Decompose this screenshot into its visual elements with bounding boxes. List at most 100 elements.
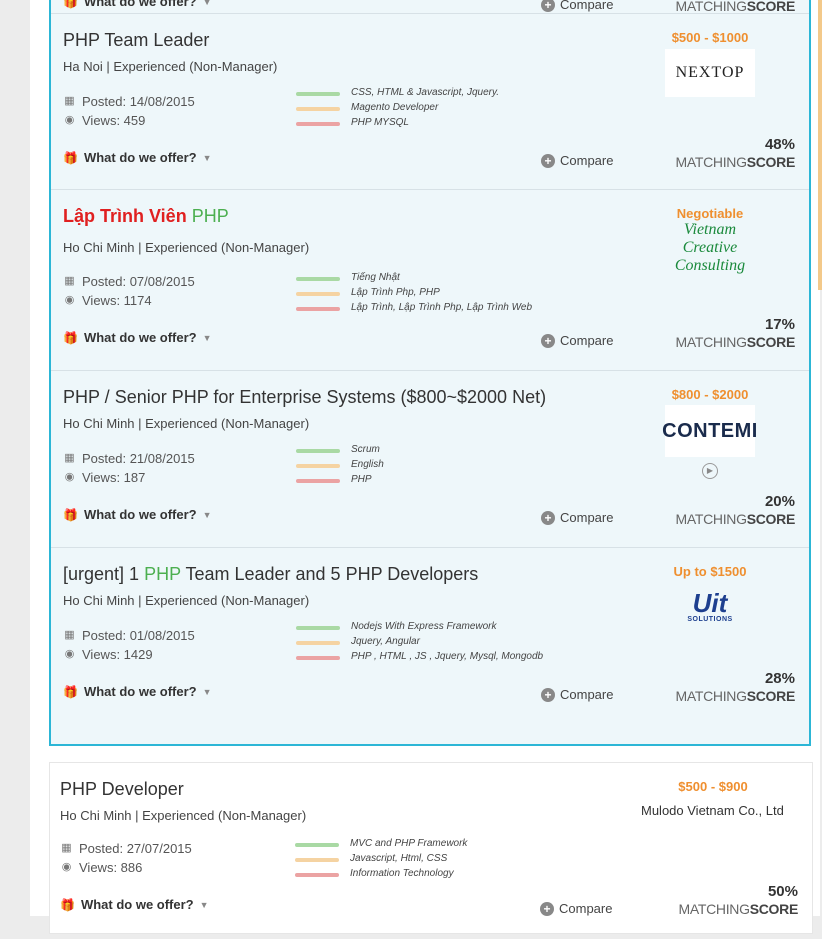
salary: Negotiable xyxy=(676,206,744,221)
job-title[interactable]: PHP Team Leader xyxy=(63,30,209,51)
posted-date: ▦ Posted: 14/08/2015 xyxy=(63,94,195,109)
job-title-text: Lập Trình Viên xyxy=(63,206,187,226)
skill-text: Magento Developer xyxy=(351,102,439,113)
matching-percent: 17% xyxy=(764,316,795,333)
caret-down-icon: ▼ xyxy=(199,899,209,910)
matching-score-label: MATCHINGSCORE xyxy=(675,688,795,704)
posted-text: Posted: 14/08/2015 xyxy=(82,94,195,109)
job-location: Ho Chi Minh | Experienced (Non-Manager) xyxy=(60,808,307,823)
skill-bar xyxy=(296,277,340,281)
score-text: SCORE xyxy=(746,154,796,170)
posted-text: Posted: 27/07/2015 xyxy=(79,841,192,856)
job-card[interactable]: [urgent] 1 PHP Team Leader and 5 PHP Dev… xyxy=(51,548,809,728)
matching-text: MATCHING xyxy=(675,0,747,14)
posted-date: ▦ Posted: 21/08/2015 xyxy=(63,451,194,466)
compare-button[interactable]: + Compare xyxy=(540,901,612,916)
job-card[interactable]: PHP / Senior PHP for Enterprise Systems … xyxy=(51,371,809,548)
company-logo[interactable]: Vietnam Creative Consulting xyxy=(665,221,755,274)
matching-text: MATCHING xyxy=(678,901,750,917)
offer-label: What do we offer? xyxy=(83,330,197,345)
compare-button[interactable]: + Compare xyxy=(541,510,613,525)
plus-icon: + xyxy=(541,153,555,168)
views-text: Views: 886 xyxy=(79,860,143,875)
eye-icon: ◉ xyxy=(64,648,75,660)
what-we-offer-toggle[interactable]: 🎁 What do we offer? ▼ xyxy=(60,897,209,912)
score-text: SCORE xyxy=(749,901,799,917)
what-we-offer-toggle[interactable]: 🎁 What do we offer? ▼ xyxy=(63,507,212,522)
calendar-icon: ▦ xyxy=(61,842,72,854)
offer-label: What do we offer? xyxy=(83,684,197,699)
score-text: SCORE xyxy=(746,511,796,527)
what-we-offer-toggle[interactable]: 🎁 What do we offer? ▼ xyxy=(63,330,212,345)
skill-bar xyxy=(295,873,339,877)
job-location: Ho Chi Minh | Experienced (Non-Manager) xyxy=(63,240,310,255)
skill-bar xyxy=(295,858,339,862)
matching-text: MATCHING xyxy=(675,511,747,527)
job-card[interactable]: PHP Developer Ho Chi Minh | Experienced … xyxy=(49,762,813,934)
skill-bar xyxy=(296,626,340,630)
uit-logo-mark: Uit xyxy=(692,587,728,618)
matching-score-label: MATCHINGSCORE xyxy=(675,334,795,350)
matching-score-label: MATCHINGSCORE xyxy=(675,511,795,527)
gift-icon: 🎁 xyxy=(63,150,78,165)
job-location: Ho Chi Minh | Experienced (Non-Manager) xyxy=(63,593,310,608)
skill-bar xyxy=(296,92,340,96)
views-text: Views: 1429 xyxy=(82,647,153,662)
job-location: Ha Noi | Experienced (Non-Manager) xyxy=(63,59,278,74)
view-count: ◉ Views: 1174 xyxy=(63,293,152,308)
matching-text: MATCHING xyxy=(675,334,747,350)
company-name[interactable]: Mulodo Vietnam Co., Ltd xyxy=(641,803,784,818)
skill-bar xyxy=(296,479,340,483)
compare-label: Compare xyxy=(560,153,614,168)
eye-icon: ◉ xyxy=(64,471,75,483)
job-title[interactable]: PHP / Senior PHP for Enterprise Systems … xyxy=(63,387,546,408)
gift-icon: 🎁 xyxy=(63,330,78,345)
matching-score-label: MATCHINGSCORE xyxy=(675,0,795,14)
job-card-body: PHP Developer Ho Chi Minh | Experienced … xyxy=(50,763,812,939)
gift-icon: 🎁 xyxy=(63,0,78,9)
skill-text: Nodejs With Express Framework xyxy=(351,621,497,632)
job-title-text: Team Leader and 5 PHP Developers xyxy=(185,564,479,584)
offer-label: What do we offer? xyxy=(83,150,197,165)
gift-icon: 🎁 xyxy=(63,684,78,699)
skill-text: Tiếng Nhật xyxy=(351,272,400,283)
job-title[interactable]: Lập Trình Viên PHP xyxy=(63,206,229,227)
skill-bar xyxy=(296,307,340,311)
page-background xyxy=(0,0,30,916)
compare-button[interactable]: + Compare xyxy=(541,0,613,12)
views-text: Views: 459 xyxy=(82,113,146,128)
caret-down-icon: ▼ xyxy=(202,686,212,697)
skill-text: Scrum xyxy=(351,444,380,455)
job-title-text: PHP Team Leader xyxy=(63,30,210,50)
skill-bar xyxy=(296,449,340,453)
matching-text: MATCHING xyxy=(675,688,747,704)
logo-line: Consulting xyxy=(674,257,746,274)
compare-button[interactable]: + Compare xyxy=(541,153,613,168)
skill-text: English xyxy=(351,459,384,470)
posted-date: ▦ Posted: 27/07/2015 xyxy=(60,841,192,856)
matching-percent: 48% xyxy=(764,136,795,153)
compare-button[interactable]: + Compare xyxy=(541,687,613,702)
company-logo[interactable]: NEXTOP xyxy=(665,49,755,97)
views-text: Views: 187 xyxy=(82,470,146,485)
job-card-partial: 🎁 What do we offer? ▼ + Compare MATCHING… xyxy=(51,0,809,14)
matching-percent: 50% xyxy=(767,883,798,900)
right-accent-strip xyxy=(818,0,822,290)
what-we-offer-toggle[interactable]: 🎁 What do we offer? ▼ xyxy=(63,0,212,9)
eye-icon: ◉ xyxy=(61,861,72,873)
what-we-offer-toggle[interactable]: 🎁 What do we offer? ▼ xyxy=(63,150,212,165)
matching-score-label: MATCHINGSCORE xyxy=(675,154,795,170)
skill-text: PHP xyxy=(351,474,372,485)
job-card[interactable]: Lập Trình Viên PHP Ho Chi Minh | Experie… xyxy=(51,190,809,371)
uit-logo-subtext: SOLUTIONS xyxy=(687,615,733,623)
job-title[interactable]: PHP Developer xyxy=(60,779,184,800)
what-we-offer-toggle[interactable]: 🎁 What do we offer? ▼ xyxy=(63,684,212,699)
company-logo[interactable]: Uit SOLUTIONS xyxy=(665,582,755,630)
compare-button[interactable]: + Compare xyxy=(541,333,613,348)
company-logo[interactable]: CONTEMI xyxy=(662,405,757,457)
job-title[interactable]: [urgent] 1 PHP Team Leader and 5 PHP Dev… xyxy=(63,564,478,585)
job-card[interactable]: PHP Team Leader Ha Noi | Experienced (No… xyxy=(51,14,809,190)
job-title-text: [urgent] 1 xyxy=(63,564,140,584)
view-count: ◉ Views: 187 xyxy=(63,470,146,485)
play-video-icon[interactable]: ▶ xyxy=(702,463,718,479)
